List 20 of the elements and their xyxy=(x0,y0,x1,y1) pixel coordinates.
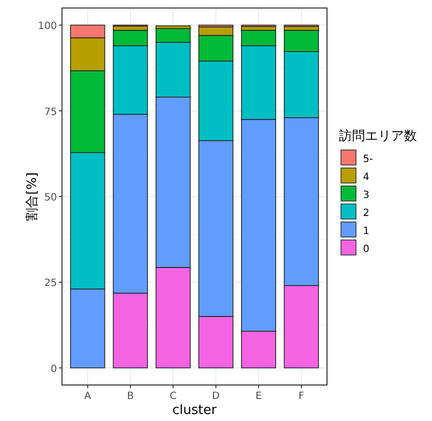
legend-title: 訪問エリア数 xyxy=(339,129,417,144)
legend-label: 2 xyxy=(363,208,370,219)
x-tick-label: C xyxy=(170,391,177,402)
x-tick-label: D xyxy=(212,391,220,402)
y-tick-label: 50 xyxy=(44,192,57,204)
x-tick-label: E xyxy=(255,391,262,402)
y-axis-title: 割合[%] xyxy=(25,172,40,221)
text: 1 xyxy=(363,226,370,237)
y-tick-label: 25 xyxy=(44,278,57,290)
x-tick-label: B xyxy=(126,391,134,402)
y-tick-label: 75 xyxy=(44,106,57,118)
x-tick-label: F xyxy=(298,391,304,402)
legend-label: 0 xyxy=(363,244,370,255)
y-tick-label: 0 xyxy=(50,364,57,375)
legend-label: 5- xyxy=(363,154,374,165)
x-axis-title: cluster xyxy=(172,403,218,418)
legend-label: 4 xyxy=(363,172,370,183)
y-tick-label: 100 xyxy=(38,21,57,32)
x-tick-label: A xyxy=(84,391,92,402)
legend-label: 3 xyxy=(363,190,370,201)
